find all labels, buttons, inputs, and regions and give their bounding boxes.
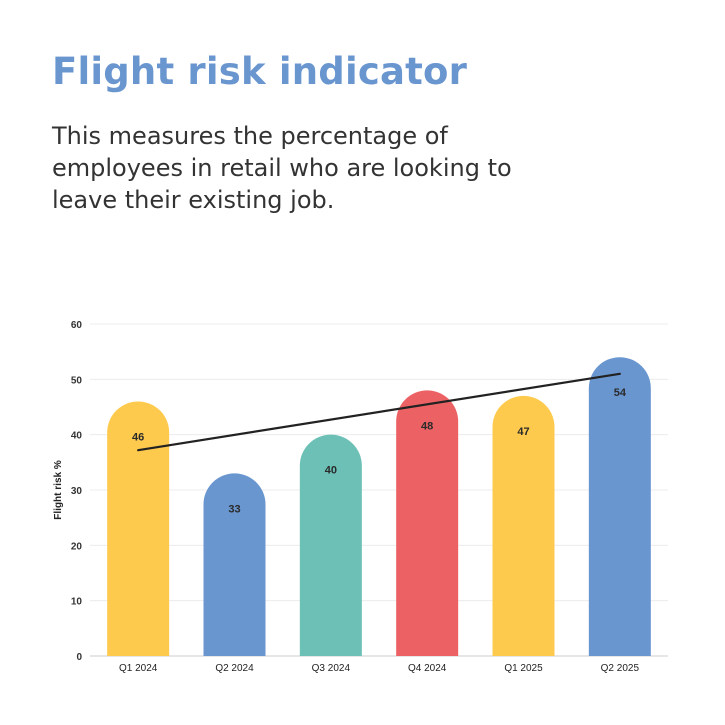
trend-line <box>137 372 621 452</box>
bar-value-label: 48 <box>421 420 433 432</box>
y-tick-label: 30 <box>71 486 83 497</box>
x-tick-label: Q1 2024 <box>119 663 158 674</box>
bar <box>588 357 651 656</box>
y-tick-label: 10 <box>71 597 83 608</box>
x-tick-label: Q4 2024 <box>408 663 447 674</box>
bar <box>107 401 170 656</box>
bar <box>396 390 459 656</box>
x-tick-label: Q2 2025 <box>601 663 640 674</box>
page-title: Flight risk indicator <box>52 50 468 93</box>
page-subtitle: This measures the percentage of employee… <box>52 122 512 214</box>
x-tick-label: Q2 2024 <box>215 663 254 674</box>
x-tick-label: Q1 2025 <box>504 663 543 674</box>
x-tick-label: Q3 2024 <box>312 663 351 674</box>
bar <box>492 395 555 656</box>
bar-value-label: 46 <box>132 431 144 443</box>
bar <box>203 473 266 656</box>
bar-value-label: 33 <box>228 503 240 515</box>
y-axis-label: Flight risk % <box>53 460 64 520</box>
y-tick-label: 0 <box>76 652 82 663</box>
y-tick-label: 60 <box>71 320 83 331</box>
bar-value-label: 40 <box>325 465 337 477</box>
bar-value-label: 54 <box>614 387 627 399</box>
bar <box>299 434 362 656</box>
y-tick-label: 50 <box>71 375 83 386</box>
bar-value-label: 47 <box>517 426 529 438</box>
y-tick-label: 20 <box>71 541 83 552</box>
y-tick-label: 40 <box>71 431 83 442</box>
